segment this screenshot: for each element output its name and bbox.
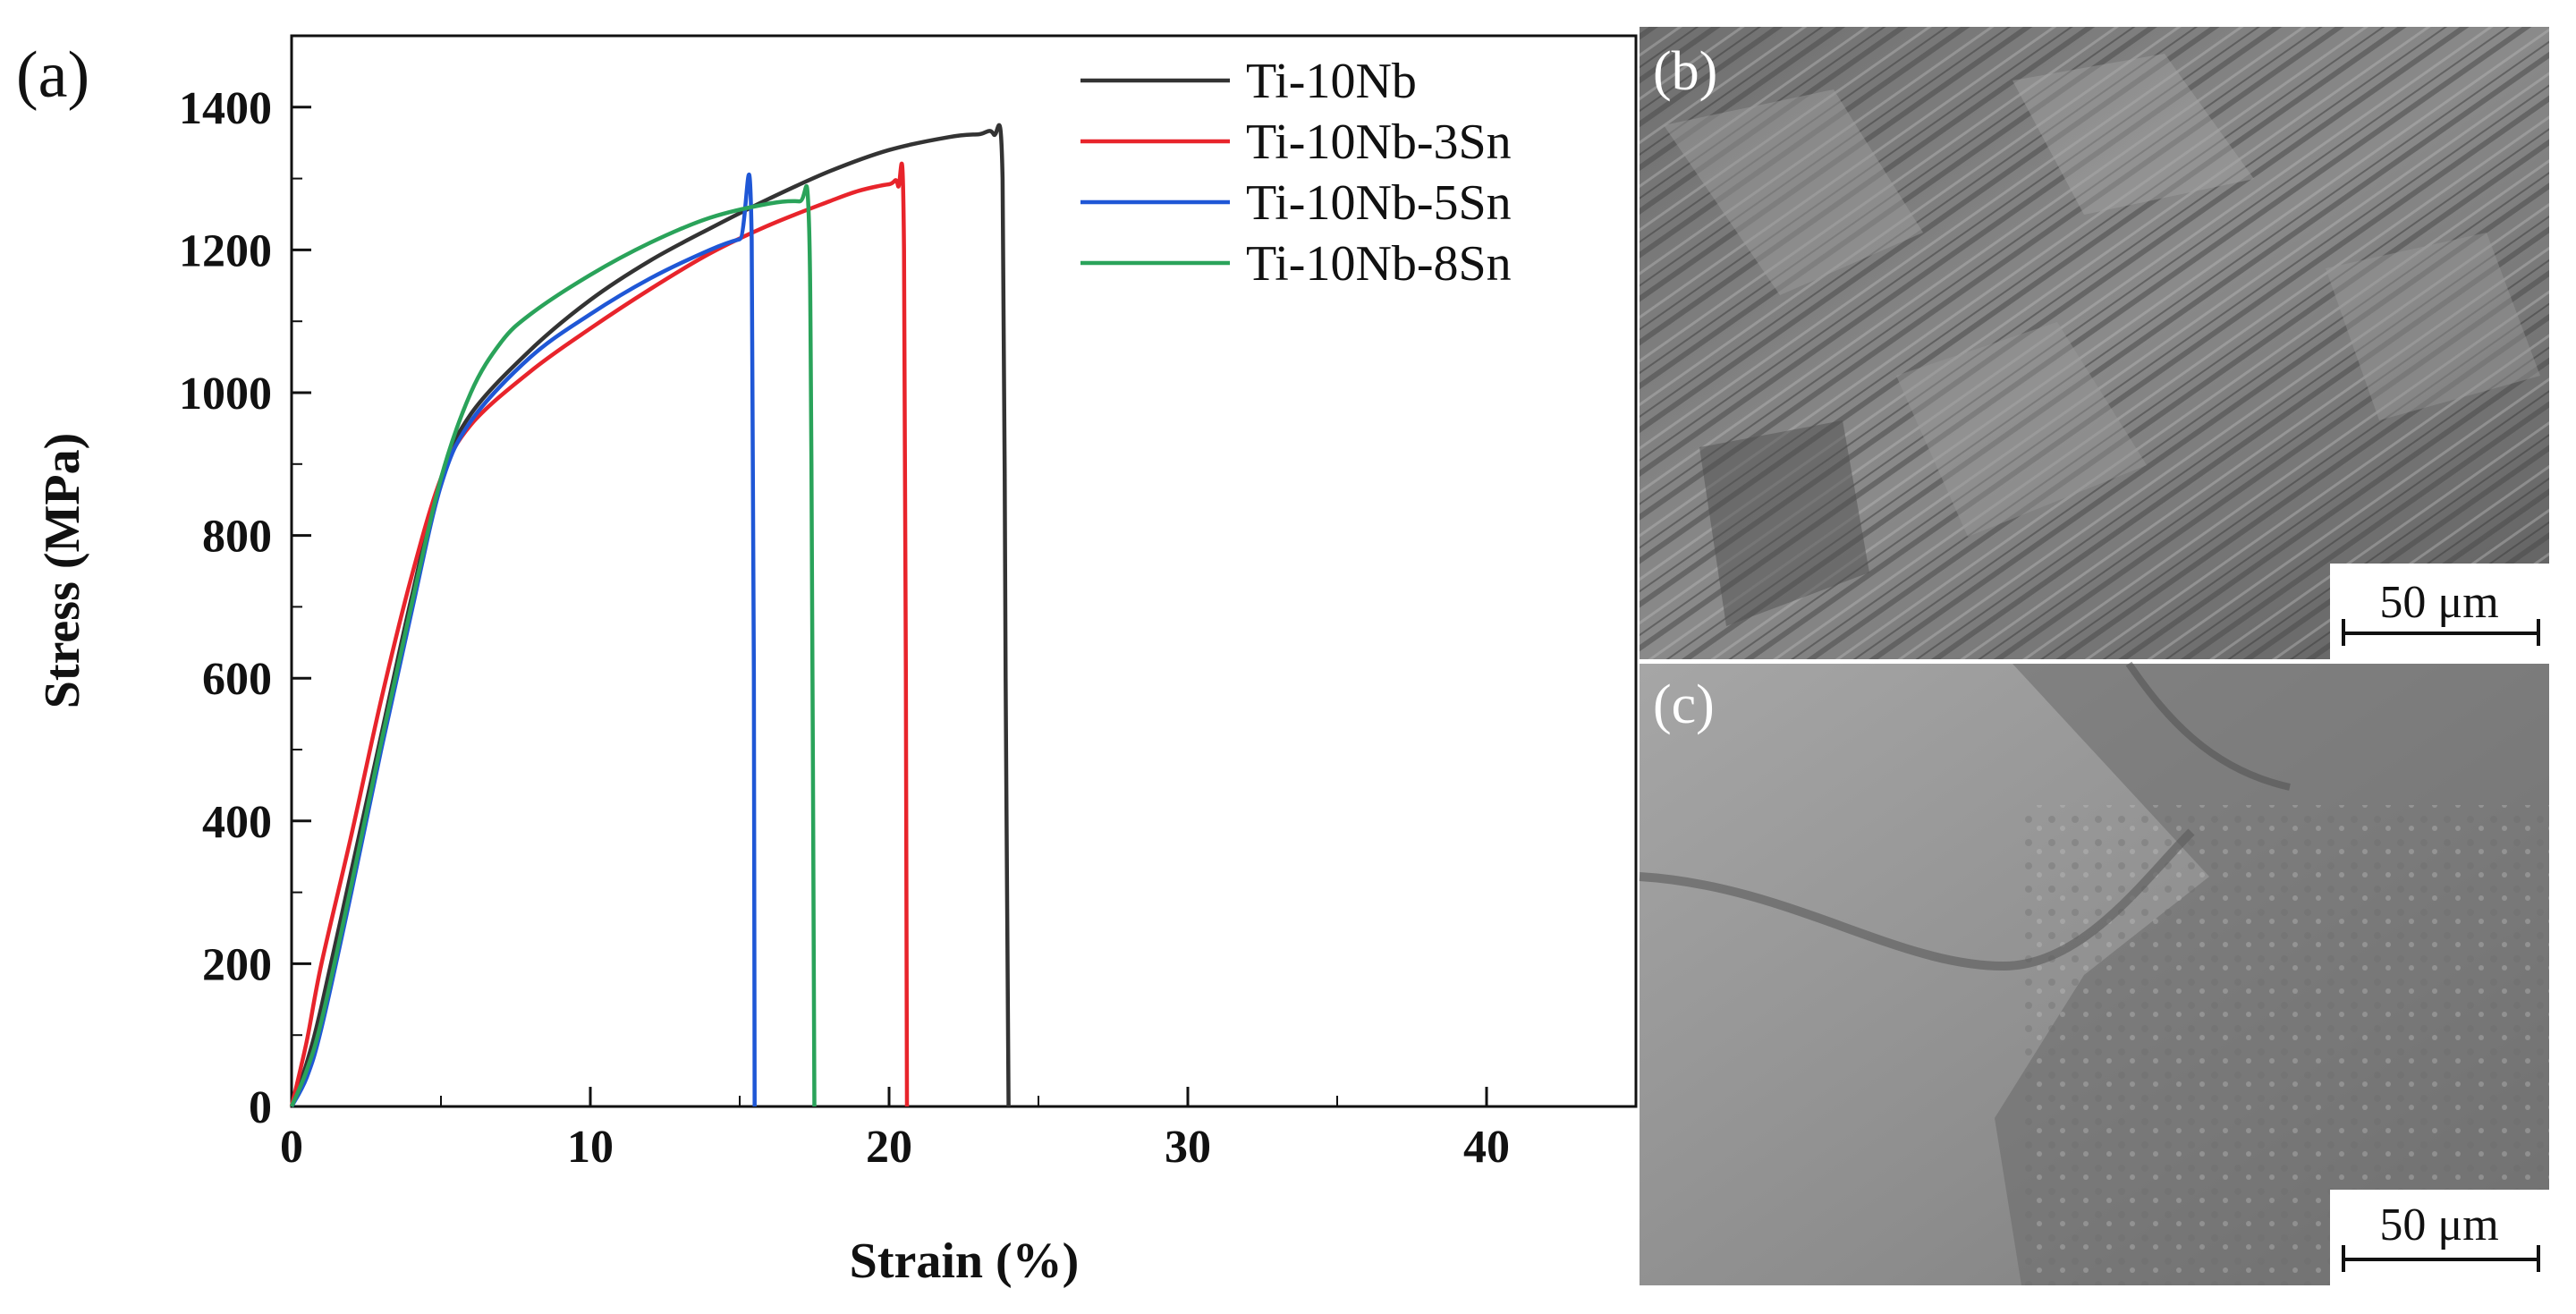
legend-label: Ti-10Nb <box>1246 54 1417 109</box>
y-tick-label: 800 <box>202 512 272 563</box>
scale-bar-c: 50 μm <box>2330 1190 2549 1285</box>
panel-c-label: (c) <box>1653 674 1715 735</box>
series-line-ti-10nb-3sn <box>289 161 910 1107</box>
plot-frame <box>290 34 1638 1108</box>
legend-label: Ti-10Nb-8Sn <box>1246 236 1512 292</box>
x-tick-label: 0 <box>280 1122 303 1173</box>
x-axis-title: Strain (%) <box>850 1233 1080 1289</box>
series-line-ti-10nb-5sn <box>290 173 757 1108</box>
legend-label: Ti-10Nb-3Sn <box>1246 114 1512 170</box>
y-tick-label: 200 <box>202 939 272 990</box>
y-tick-label: 600 <box>202 654 272 705</box>
y-tick-label: 1200 <box>179 225 272 276</box>
x-tick-label: 30 <box>1165 1122 1211 1173</box>
series-line-ti-10nb-8sn <box>289 184 817 1107</box>
y-tick-label: 400 <box>202 797 272 848</box>
scale-bar-b: 50 μm <box>2330 564 2549 659</box>
scale-bar-b-text: 50 μm <box>2379 577 2498 628</box>
y-axis-title: Stress (MPa) <box>35 433 90 708</box>
tick-marks <box>290 106 1488 1108</box>
y-tick-label: 0 <box>249 1082 272 1133</box>
panel-b-label: (b) <box>1653 41 1717 102</box>
panel-a-label: (a) <box>16 38 89 112</box>
x-tick-label: 20 <box>866 1122 912 1173</box>
sem-image-b: (b) 50 μm <box>1640 27 2549 659</box>
legend-label: Ti-10Nb-5Sn <box>1246 175 1512 231</box>
series-line-ti-10nb <box>289 123 1011 1107</box>
y-tick-label: 1000 <box>179 369 272 420</box>
scale-bar-c-text: 50 μm <box>2379 1200 2498 1250</box>
x-tick-label: 10 <box>567 1122 614 1173</box>
series-layer <box>289 123 1011 1108</box>
x-tick-label: 40 <box>1463 1122 1510 1173</box>
y-tick-label: 1400 <box>179 83 272 134</box>
sem-image-c: (c) 50 μm <box>1639 661 2549 1285</box>
